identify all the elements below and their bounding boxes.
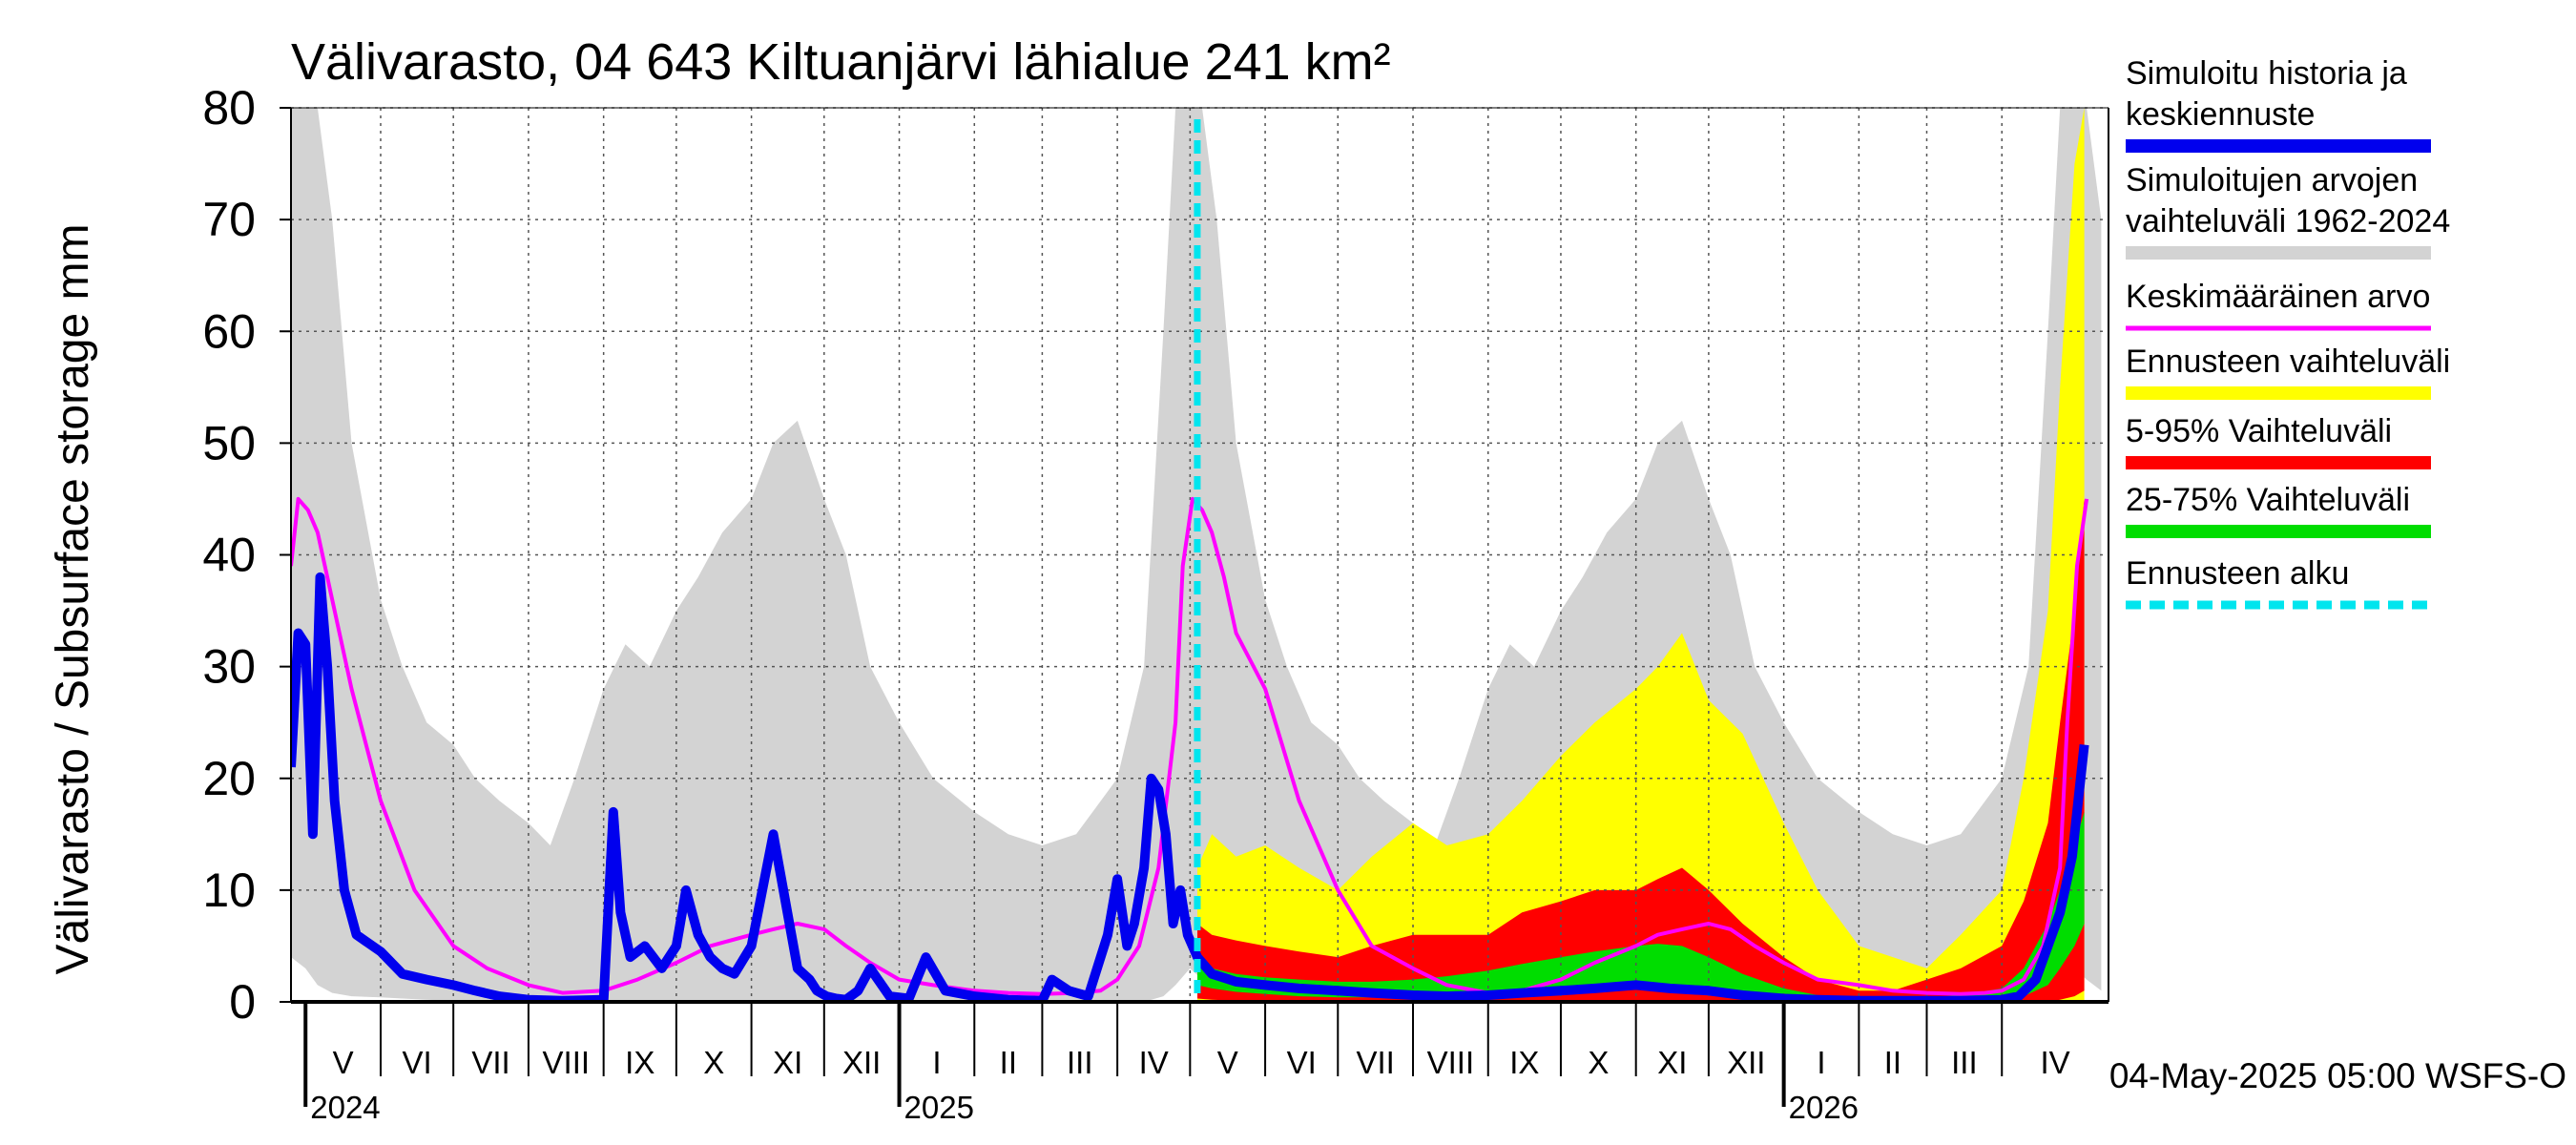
x-month-label: XI xyxy=(773,1045,802,1080)
x-month-label: VIII xyxy=(543,1045,591,1080)
x-month-label: VIII xyxy=(1427,1045,1475,1080)
legend: Simuloitu historia jakeskiennusteSimuloi… xyxy=(2126,55,2450,610)
footer-timestamp: 04-May-2025 05:00 WSFS-O xyxy=(2109,1056,2566,1095)
legend-label: Ennusteen vaihteluväli xyxy=(2126,344,2450,380)
x-month-label: V xyxy=(1217,1045,1238,1080)
x-month-label: VII xyxy=(471,1045,509,1080)
x-month-label: II xyxy=(1884,1045,1901,1080)
x-month-label: IX xyxy=(625,1045,654,1080)
legend-label: 5-95% Vaihteluväli xyxy=(2126,413,2392,449)
y-tick-label: 10 xyxy=(202,864,256,917)
x-month-label: I xyxy=(1817,1045,1825,1080)
x-month-label: XI xyxy=(1657,1045,1687,1080)
legend-item: Ennusteen vaihteluväli xyxy=(2126,344,2450,400)
y-tick-label: 60 xyxy=(202,304,256,358)
x-month-label: IX xyxy=(1509,1045,1539,1080)
x-month-label: VI xyxy=(402,1045,431,1080)
x-month-label: IV xyxy=(2041,1045,2070,1080)
legend-label: Simuloitujen arvojen xyxy=(2126,162,2418,198)
legend-item: Simuloitujen arvojen vaihteluväli 1962-20… xyxy=(2126,162,2450,260)
x-year-label: 2026 xyxy=(1789,1090,1859,1125)
legend-item: Ennusteen alku xyxy=(2126,555,2431,610)
chart-title: Välivarasto, 04 643 Kiltuanjärvi lähialu… xyxy=(291,33,1391,91)
legend-item: 25-75% Vaihteluväli xyxy=(2126,482,2431,538)
legend-item: 5-95% Vaihteluväli xyxy=(2126,413,2431,469)
legend-label: 25-75% Vaihteluväli xyxy=(2126,482,2410,518)
band-5-95-vaihteluv-li xyxy=(1197,498,2085,1002)
legend-item: Keskimääräinen arvo xyxy=(2126,279,2431,331)
y-tick-label: 30 xyxy=(202,640,256,694)
x-month-label: V xyxy=(333,1045,354,1080)
y-tick-label: 70 xyxy=(202,193,256,246)
x-year-label: 2025 xyxy=(904,1090,974,1125)
y-tick-label: 20 xyxy=(202,752,256,805)
x-month-label: I xyxy=(932,1045,941,1080)
band-25-75-vaihteluv-li xyxy=(1197,811,2085,1001)
legend-label: Ennusteen alku xyxy=(2126,555,2349,592)
x-month-label: VII xyxy=(1356,1045,1394,1080)
x-month-label: III xyxy=(1951,1045,1978,1080)
legend-label: Simuloitu historia ja xyxy=(2126,55,2407,92)
y-tick-label: 80 xyxy=(202,81,256,135)
x-month-label: XII xyxy=(1727,1045,1765,1080)
x-month-label: II xyxy=(1000,1045,1017,1080)
band-ennusteen-vaihteluv-li xyxy=(1197,108,2085,1002)
legend-label: keskiennuste xyxy=(2126,96,2315,133)
x-month-label: XII xyxy=(842,1045,881,1080)
y-tick-label: 0 xyxy=(229,975,256,1029)
y-tick-label: 40 xyxy=(202,529,256,582)
x-month-label: IV xyxy=(1139,1045,1169,1080)
x-month-label: X xyxy=(703,1045,724,1080)
series-keskim-r-inen-arvo xyxy=(291,496,2089,996)
legend-label: Keskimääräinen arvo xyxy=(2126,279,2430,315)
x-month-label: III xyxy=(1067,1045,1093,1080)
x-month-label: X xyxy=(1588,1045,1609,1080)
x-month-label: VI xyxy=(1287,1045,1317,1080)
y-tick-label: 50 xyxy=(202,416,256,469)
y-axis-label: Välivarasto / Subsurface storage mm xyxy=(48,223,98,974)
legend-item: Simuloitu historia ja keskiennuste xyxy=(2126,55,2431,153)
legend-label: vaihteluväli 1962-2024 xyxy=(2126,203,2450,239)
x-year-label: 2024 xyxy=(310,1090,380,1125)
